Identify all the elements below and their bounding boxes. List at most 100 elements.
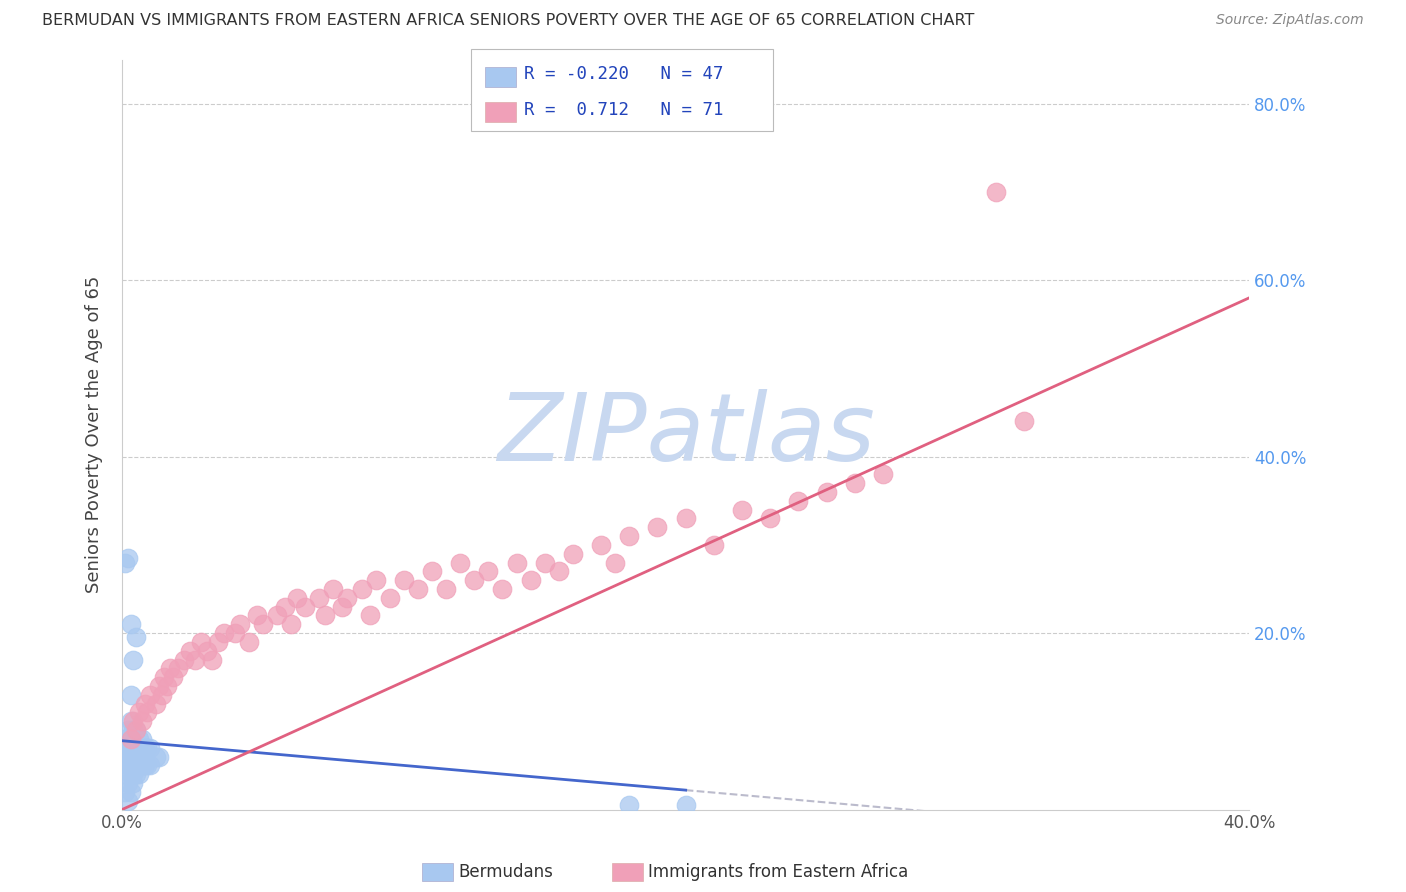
Point	[136, 740, 159, 755]
Point	[703, 538, 725, 552]
Point	[184, 652, 207, 666]
Point	[131, 731, 153, 746]
Point	[150, 688, 173, 702]
Point	[159, 661, 181, 675]
Point	[117, 758, 139, 772]
Point	[280, 617, 302, 632]
Point	[148, 749, 170, 764]
Point	[125, 767, 148, 781]
Point	[136, 758, 159, 772]
Point	[330, 599, 353, 614]
Point	[128, 731, 150, 746]
Point	[173, 652, 195, 666]
Point	[114, 749, 136, 764]
Point	[114, 731, 136, 746]
Point	[125, 631, 148, 645]
Text: Source: ZipAtlas.com: Source: ZipAtlas.com	[1216, 13, 1364, 28]
Point	[122, 767, 145, 781]
Y-axis label: Seniors Poverty Over the Age of 65: Seniors Poverty Over the Age of 65	[86, 276, 103, 593]
Point	[125, 758, 148, 772]
Point	[675, 798, 697, 813]
Point	[201, 652, 224, 666]
Point	[420, 564, 443, 578]
Point	[647, 520, 669, 534]
Point	[406, 582, 429, 596]
Point	[491, 582, 513, 596]
Point	[274, 599, 297, 614]
Point	[605, 556, 627, 570]
Text: R =  0.712   N = 71: R = 0.712 N = 71	[524, 101, 724, 119]
Point	[117, 551, 139, 566]
Point	[120, 714, 142, 729]
Point	[153, 670, 176, 684]
Point	[120, 785, 142, 799]
Point	[984, 185, 1007, 199]
Point	[167, 661, 190, 675]
Point	[477, 564, 499, 578]
Text: Bermudans: Bermudans	[458, 863, 553, 881]
Point	[148, 679, 170, 693]
Point	[392, 573, 415, 587]
Point	[122, 776, 145, 790]
Point	[125, 740, 148, 755]
Point	[336, 591, 359, 605]
Point	[294, 599, 316, 614]
Text: BERMUDAN VS IMMIGRANTS FROM EASTERN AFRICA SENIORS POVERTY OVER THE AGE OF 65 CO: BERMUDAN VS IMMIGRANTS FROM EASTERN AFRI…	[42, 13, 974, 29]
Point	[145, 697, 167, 711]
Point	[120, 740, 142, 755]
Point	[252, 617, 274, 632]
Point	[139, 740, 162, 755]
Point	[619, 529, 641, 543]
Point	[120, 688, 142, 702]
Point	[872, 467, 894, 482]
Point	[131, 749, 153, 764]
Point	[463, 573, 485, 587]
Point	[125, 723, 148, 738]
Point	[759, 511, 782, 525]
Point	[122, 723, 145, 738]
Point	[519, 573, 541, 587]
Point	[815, 484, 838, 499]
Point	[114, 556, 136, 570]
Point	[1012, 414, 1035, 428]
Point	[120, 758, 142, 772]
Point	[378, 591, 401, 605]
Point	[122, 740, 145, 755]
Point	[134, 758, 156, 772]
Point	[117, 723, 139, 738]
Point	[246, 608, 269, 623]
Point	[139, 688, 162, 702]
Point	[134, 740, 156, 755]
Text: R = -0.220   N = 47: R = -0.220 N = 47	[524, 65, 724, 83]
Point	[131, 758, 153, 772]
Point	[787, 493, 810, 508]
Point	[449, 556, 471, 570]
Point	[238, 635, 260, 649]
Point	[322, 582, 344, 596]
Point	[505, 556, 527, 570]
Point	[128, 706, 150, 720]
Point	[120, 731, 142, 746]
Point	[561, 547, 583, 561]
Point	[134, 697, 156, 711]
Point	[120, 731, 142, 746]
Point	[125, 723, 148, 738]
Point	[212, 626, 235, 640]
Point	[547, 564, 569, 578]
Point	[122, 749, 145, 764]
Point	[122, 714, 145, 729]
Text: ZIPatlas: ZIPatlas	[496, 389, 875, 480]
Point	[195, 644, 218, 658]
Point	[359, 608, 381, 623]
Point	[675, 511, 697, 525]
Point	[139, 758, 162, 772]
Point	[120, 749, 142, 764]
Point	[131, 714, 153, 729]
Point	[122, 652, 145, 666]
Point	[285, 591, 308, 605]
Point	[145, 749, 167, 764]
Point	[364, 573, 387, 587]
Point	[731, 502, 754, 516]
Point	[224, 626, 246, 640]
Point	[117, 740, 139, 755]
